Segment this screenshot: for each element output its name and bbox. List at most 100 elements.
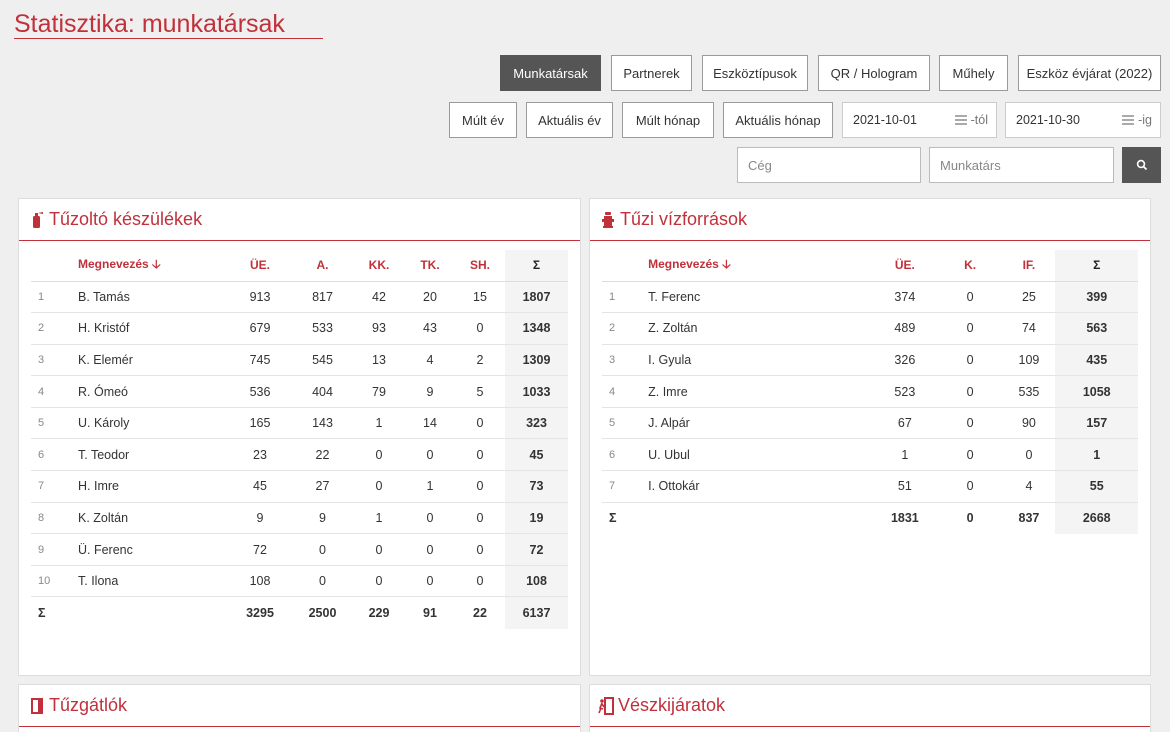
sum-symbol: Σ bbox=[609, 511, 617, 526]
column-header[interactable]: ÜE. bbox=[871, 250, 938, 282]
row-number: 2 bbox=[31, 312, 78, 345]
row-number: 5 bbox=[31, 407, 78, 440]
table-row: 3 I. Gyula 326 0 109 435 bbox=[602, 344, 1138, 377]
current-month-button[interactable]: Aktuális hónap bbox=[723, 102, 833, 138]
calendar-icon bbox=[1122, 113, 1135, 127]
cell-value: 67 bbox=[871, 407, 938, 440]
sum-symbol: Σ bbox=[38, 605, 46, 620]
tab-munkatarsak[interactable]: Munkatársak bbox=[500, 55, 601, 91]
date-to-value: 2021-10-30 bbox=[1016, 113, 1080, 127]
tab-qr-hologram[interactable]: QR / Hologram bbox=[818, 55, 930, 91]
search-button[interactable] bbox=[1122, 147, 1161, 183]
cell-value: 0 bbox=[353, 438, 405, 472]
cell-value: 45 bbox=[228, 470, 292, 503]
row-number: 7 bbox=[602, 470, 649, 503]
column-header[interactable]: A. bbox=[292, 250, 353, 282]
employee-name: Z. Zoltán bbox=[648, 312, 872, 345]
column-header[interactable]: Σ bbox=[505, 250, 568, 282]
table-row: 7 I. Ottokár 51 0 4 55 bbox=[602, 470, 1138, 503]
row-number: 6 bbox=[602, 438, 649, 472]
row-sum: 1058 bbox=[1055, 375, 1138, 408]
cell-value: 0 bbox=[292, 565, 353, 598]
table-row: 4 R. Ómeó 536 404 79 9 5 1033 bbox=[31, 375, 568, 408]
last-month-button[interactable]: Múlt hónap bbox=[622, 102, 714, 138]
column-header[interactable]: IF. bbox=[1002, 250, 1056, 282]
cell-value: 0 bbox=[937, 470, 1003, 503]
row-number: 8 bbox=[31, 502, 78, 535]
row-sum: 1309 bbox=[505, 344, 568, 377]
column-header[interactable]: Megnevezés 🡣 bbox=[78, 250, 228, 282]
current-year-button[interactable]: Aktuális év bbox=[526, 102, 613, 138]
emergency-exits-title: Vészkijáratok bbox=[618, 695, 726, 715]
cell-value: 0 bbox=[405, 502, 455, 535]
cell-value: 2500 bbox=[308, 605, 337, 620]
last-year-button[interactable]: Múlt év bbox=[449, 102, 517, 138]
tab-muhely[interactable]: Műhely bbox=[939, 55, 1008, 91]
column-header[interactable]: TK. bbox=[405, 250, 455, 282]
cell-value: 0 bbox=[937, 375, 1003, 408]
cell-value: 0 bbox=[292, 533, 353, 566]
cell-value: 9 bbox=[292, 502, 353, 535]
row-number: 1 bbox=[31, 281, 78, 314]
table-row: 10 T. Ilona 108 0 0 0 0 108 bbox=[31, 565, 568, 598]
table-row: 5 J. Alpár 67 0 90 157 bbox=[602, 407, 1138, 440]
row-sum: 1348 bbox=[505, 312, 568, 345]
employee-name bbox=[78, 597, 228, 629]
date-from-field[interactable]: 2021-10-01 -tól bbox=[842, 102, 997, 138]
cell-value: 13 bbox=[353, 344, 405, 377]
employee-name: I. Gyula bbox=[648, 344, 872, 377]
cell-value: 679 bbox=[228, 312, 292, 345]
cell-value: 0 bbox=[405, 533, 455, 566]
cell-value: 0 bbox=[353, 470, 405, 503]
column-header[interactable]: SH. bbox=[455, 250, 505, 282]
employee-name: H. Imre bbox=[78, 470, 228, 503]
cell-value: 0 bbox=[455, 470, 505, 503]
cell-value: 533 bbox=[292, 312, 353, 345]
cell-value: 745 bbox=[228, 344, 292, 377]
row-sum: 2668 bbox=[1055, 502, 1138, 534]
column-header[interactable]: KK. bbox=[353, 250, 405, 282]
row-sum: 45 bbox=[505, 438, 568, 472]
employee-name: B. Tamás bbox=[78, 281, 228, 314]
cell-value: 27 bbox=[292, 470, 353, 503]
tab-partnerek[interactable]: Partnerek bbox=[611, 55, 692, 91]
column-header[interactable]: Σ bbox=[1055, 250, 1138, 282]
row-sum: 72 bbox=[505, 533, 568, 566]
cell-value: 91 bbox=[423, 605, 437, 620]
employee-name: K. Zoltán bbox=[78, 502, 228, 535]
column-header[interactable]: K. bbox=[937, 250, 1003, 282]
column-header[interactable]: Megnevezés 🡣 bbox=[648, 250, 872, 282]
table-row: 2 Z. Zoltán 489 0 74 563 bbox=[602, 312, 1138, 345]
row-sum: 19 bbox=[505, 502, 568, 535]
table-row: 6 T. Teodor 23 22 0 0 0 45 bbox=[31, 438, 568, 472]
cell-value: 4 bbox=[1002, 470, 1056, 503]
row-sum: 323 bbox=[505, 407, 568, 440]
emergency-exit-icon bbox=[597, 696, 615, 715]
fire-extinguishers-table: Megnevezés 🡣 ÜE. A. KK. TK. SH. Σ 1 B. Ta… bbox=[31, 250, 568, 629]
row-number: 2 bbox=[602, 312, 649, 345]
row-sum: 1 bbox=[1055, 438, 1138, 472]
table-row: 4 Z. Imre 523 0 535 1058 bbox=[602, 375, 1138, 408]
cell-value: 1 bbox=[405, 470, 455, 503]
employee-name: I. Ottokár bbox=[648, 470, 872, 503]
row-number: 5 bbox=[602, 407, 649, 440]
table-row: 3 K. Elemér 745 545 13 4 2 1309 bbox=[31, 344, 568, 377]
cell-value: 1 bbox=[353, 407, 405, 440]
arrow-down-icon: 🡣 bbox=[152, 256, 161, 271]
company-filter-input[interactable]: Cég bbox=[737, 147, 921, 183]
cell-value: 25 bbox=[1002, 281, 1056, 314]
tab-eszkoz-evjarat[interactable]: Eszköz évjárat (2022) bbox=[1018, 55, 1161, 91]
column-header[interactable]: ÜE. bbox=[228, 250, 292, 282]
tab-eszkoztipusok[interactable]: Eszköztípusok bbox=[702, 55, 808, 91]
row-number: 6 bbox=[31, 438, 78, 472]
employee-filter-input[interactable]: Munkatárs bbox=[929, 147, 1114, 183]
employee-name: K. Elemér bbox=[78, 344, 228, 377]
cell-value: 489 bbox=[871, 312, 938, 345]
date-to-field[interactable]: 2021-10-30 -ig bbox=[1005, 102, 1161, 138]
row-sum: 55 bbox=[1055, 470, 1138, 503]
employee-name: H. Kristóf bbox=[78, 312, 228, 345]
cell-value: 536 bbox=[228, 375, 292, 408]
table-total-row: Σ 1831 0 837 2668 bbox=[602, 502, 1138, 534]
cell-value: 90 bbox=[1002, 407, 1056, 440]
cell-value: 0 bbox=[455, 533, 505, 566]
